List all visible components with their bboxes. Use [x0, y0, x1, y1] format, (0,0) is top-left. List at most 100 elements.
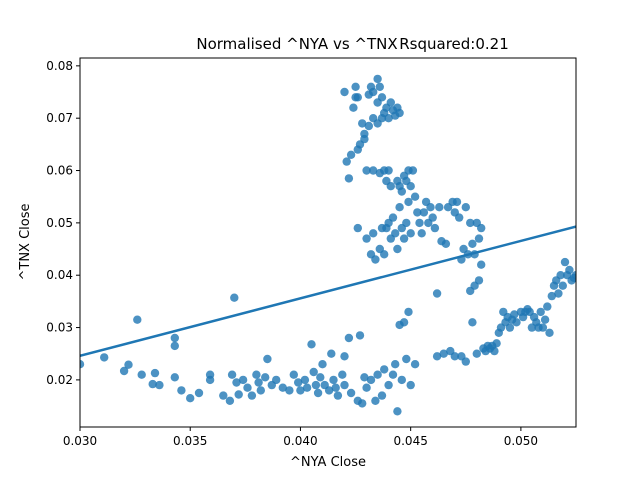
data-point [373, 370, 382, 379]
data-point [219, 391, 228, 400]
data-point [300, 375, 310, 385]
data-point [318, 360, 327, 369]
data-point [247, 391, 257, 400]
data-point [428, 213, 437, 222]
data-point [194, 388, 204, 398]
data-point [384, 166, 393, 175]
data-point [490, 346, 499, 356]
data-point [441, 239, 451, 248]
data-point [430, 223, 440, 233]
chart-title: Normalised ^NYA vs ^TNX [196, 35, 397, 53]
data-point [327, 349, 336, 358]
data-point [344, 174, 354, 183]
data-point [344, 333, 354, 343]
data-point [227, 370, 237, 379]
plot-frame [79, 57, 577, 428]
data-point [468, 318, 477, 327]
data-point [543, 302, 552, 311]
data-point [408, 166, 418, 175]
data-point [272, 375, 281, 385]
data-point [397, 375, 406, 385]
data-point [391, 360, 400, 369]
data-point [313, 388, 323, 398]
data-point [331, 383, 340, 392]
data-point [124, 360, 133, 369]
x-tick-label: 0.040 [283, 434, 317, 448]
data-point [455, 213, 464, 222]
data-point [177, 386, 186, 395]
data-point [133, 315, 142, 324]
data-point [338, 370, 347, 379]
data-point [536, 307, 545, 317]
data-point [263, 354, 272, 364]
data-point [386, 98, 395, 107]
data-point [100, 353, 109, 362]
data-point [419, 208, 429, 217]
data-point [377, 391, 387, 400]
data-point [232, 378, 241, 387]
data-point [285, 386, 294, 395]
data-point [296, 386, 305, 395]
data-point [252, 370, 261, 379]
data-point [538, 323, 548, 332]
data-point [340, 352, 349, 361]
data-point [346, 150, 356, 159]
data-point [406, 182, 415, 191]
data-point [477, 223, 486, 233]
x-tick-label: 0.050 [504, 434, 538, 448]
data-point [560, 257, 570, 267]
data-point [170, 333, 179, 343]
data-point [474, 234, 484, 243]
y-tick-label: 0.05 [46, 216, 73, 230]
data-point [410, 360, 420, 369]
y-tick-label: 0.04 [46, 268, 73, 282]
data-point [205, 375, 215, 385]
y-tick-label: 0.08 [46, 59, 73, 73]
data-point [342, 157, 351, 166]
data-point [234, 390, 243, 399]
data-point [278, 383, 287, 392]
data-point [362, 166, 371, 175]
data-point [302, 383, 312, 392]
y-tick-label: 0.02 [46, 373, 73, 387]
plot-area [80, 74, 576, 416]
data-point [415, 218, 424, 228]
data-point [388, 213, 398, 222]
x-tick-label: 0.035 [173, 434, 207, 448]
data-point [556, 271, 565, 280]
data-point [466, 218, 475, 228]
data-point [311, 380, 321, 390]
data-point [395, 203, 404, 212]
data-point [351, 82, 360, 92]
data-point [353, 223, 362, 233]
data-point [477, 260, 486, 269]
data-point [402, 354, 411, 364]
data-point [399, 234, 409, 243]
data-point [406, 229, 415, 238]
regression-line [80, 225, 576, 358]
x-axis: 0.030 0.035 0.040 0.045 0.050 [63, 427, 538, 448]
x-tick-label: 0.045 [393, 434, 427, 448]
data-point [380, 365, 389, 374]
data-point [369, 166, 378, 175]
data-point [384, 114, 393, 123]
data-point [380, 250, 389, 259]
y-axis: 0.02 0.03 0.04 0.05 0.06 0.07 0.08 [46, 59, 80, 387]
data-point [492, 339, 501, 348]
data-point [150, 368, 160, 378]
data-point [349, 103, 358, 112]
data-point [510, 310, 519, 319]
data-point [432, 352, 442, 361]
data-point [450, 352, 459, 361]
data-point [307, 340, 316, 349]
data-point [294, 378, 303, 387]
data-point [340, 87, 349, 97]
data-point [432, 289, 442, 298]
x-tick-label: 0.030 [63, 434, 97, 448]
data-point [413, 208, 422, 217]
data-point [119, 366, 129, 376]
data-point [155, 380, 164, 390]
data-point [230, 293, 239, 302]
data-point [243, 383, 252, 392]
